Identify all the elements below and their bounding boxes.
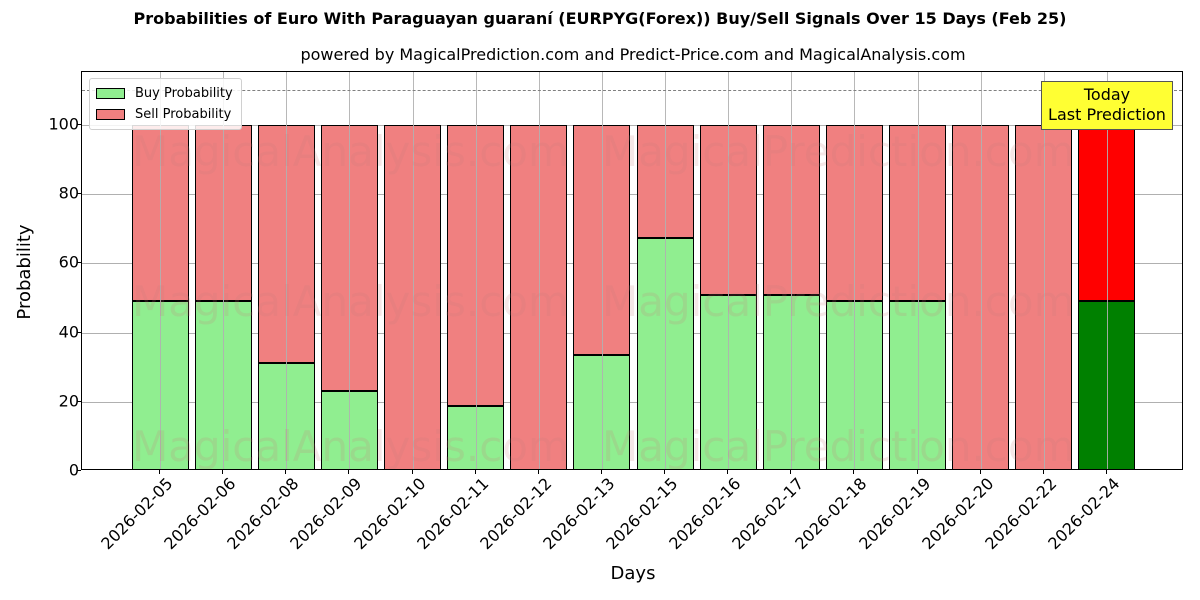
x-tick-mark: [1105, 470, 1107, 474]
gridline-vertical: [412, 72, 414, 469]
y-tick-mark: [77, 124, 81, 125]
buy-swatch-icon: [96, 88, 125, 99]
chart-subtitle: powered by MagicalPrediction.com and Pre…: [300, 45, 966, 64]
x-tick-mark: [600, 470, 602, 474]
x-tick-mark: [916, 470, 918, 474]
gridline-vertical: [854, 72, 856, 469]
x-axis-label: Days: [610, 563, 656, 584]
x-tick-mark: [790, 470, 792, 474]
legend: Buy Probability Sell Probability: [89, 78, 242, 130]
y-tick-label: 20: [58, 391, 79, 411]
y-tick-mark: [77, 193, 81, 195]
x-tick-mark: [537, 470, 539, 474]
gridline-vertical: [349, 72, 351, 469]
gridline-vertical: [223, 72, 225, 469]
gridline-vertical: [538, 72, 540, 469]
y-tick-label: 80: [58, 183, 79, 203]
gridline-vertical: [475, 72, 477, 469]
y-tick-label: 60: [58, 252, 79, 272]
gridline-horizontal: [82, 263, 1182, 265]
y-tick-mark: [77, 331, 81, 333]
gridline-vertical: [601, 72, 603, 469]
gridline-vertical: [160, 72, 161, 469]
x-tick-mark: [222, 470, 224, 474]
x-tick-mark: [1042, 470, 1044, 474]
plot-area: Buy Probability Sell Probability Today L…: [81, 71, 1183, 470]
y-tick-label: 40: [58, 322, 79, 342]
x-tick-mark: [664, 470, 666, 474]
reference-line: [82, 90, 1182, 92]
annotation-line-1: Today: [1083, 85, 1131, 104]
x-tick-mark: [411, 470, 413, 474]
gridline-vertical: [1106, 72, 1108, 469]
y-tick-mark: [77, 470, 81, 471]
gridline-horizontal: [82, 332, 1182, 334]
gridline-vertical: [286, 72, 288, 469]
gridline-vertical: [665, 72, 667, 469]
gridline-horizontal: [82, 125, 1182, 126]
x-tick-mark: [979, 470, 981, 474]
legend-item-sell: Sell Probability: [96, 104, 233, 125]
legend-item-buy: Buy Probability: [96, 83, 233, 104]
legend-label-buy: Buy Probability: [135, 86, 233, 101]
gridline-vertical: [980, 72, 982, 469]
x-tick-mark: [853, 470, 855, 474]
y-tick-mark: [77, 400, 81, 402]
x-tick-mark: [727, 470, 729, 474]
gridline-vertical: [917, 72, 919, 469]
y-tick-label: 0: [68, 460, 79, 480]
gridline-vertical: [1043, 72, 1045, 469]
gridline-vertical: [728, 72, 730, 469]
annotation-line-2: Last Prediction: [1048, 105, 1166, 124]
legend-label-sell: Sell Probability: [135, 107, 232, 122]
x-tick-mark: [159, 470, 160, 474]
gridline-vertical: [791, 72, 793, 469]
chart-title: Probabilities of Euro With Paraguayan gu…: [133, 9, 1067, 28]
x-tick-mark: [285, 470, 287, 474]
gridline-horizontal: [82, 194, 1182, 196]
gridline-horizontal: [82, 401, 1182, 403]
sell-swatch-icon: [96, 109, 125, 120]
x-tick-mark: [348, 470, 350, 474]
x-tick-mark: [474, 470, 476, 474]
today-annotation: Today Last Prediction: [1041, 81, 1173, 130]
y-tick-label: 100: [48, 114, 79, 134]
y-tick-mark: [77, 262, 81, 264]
y-axis-label: Probability: [14, 224, 35, 320]
